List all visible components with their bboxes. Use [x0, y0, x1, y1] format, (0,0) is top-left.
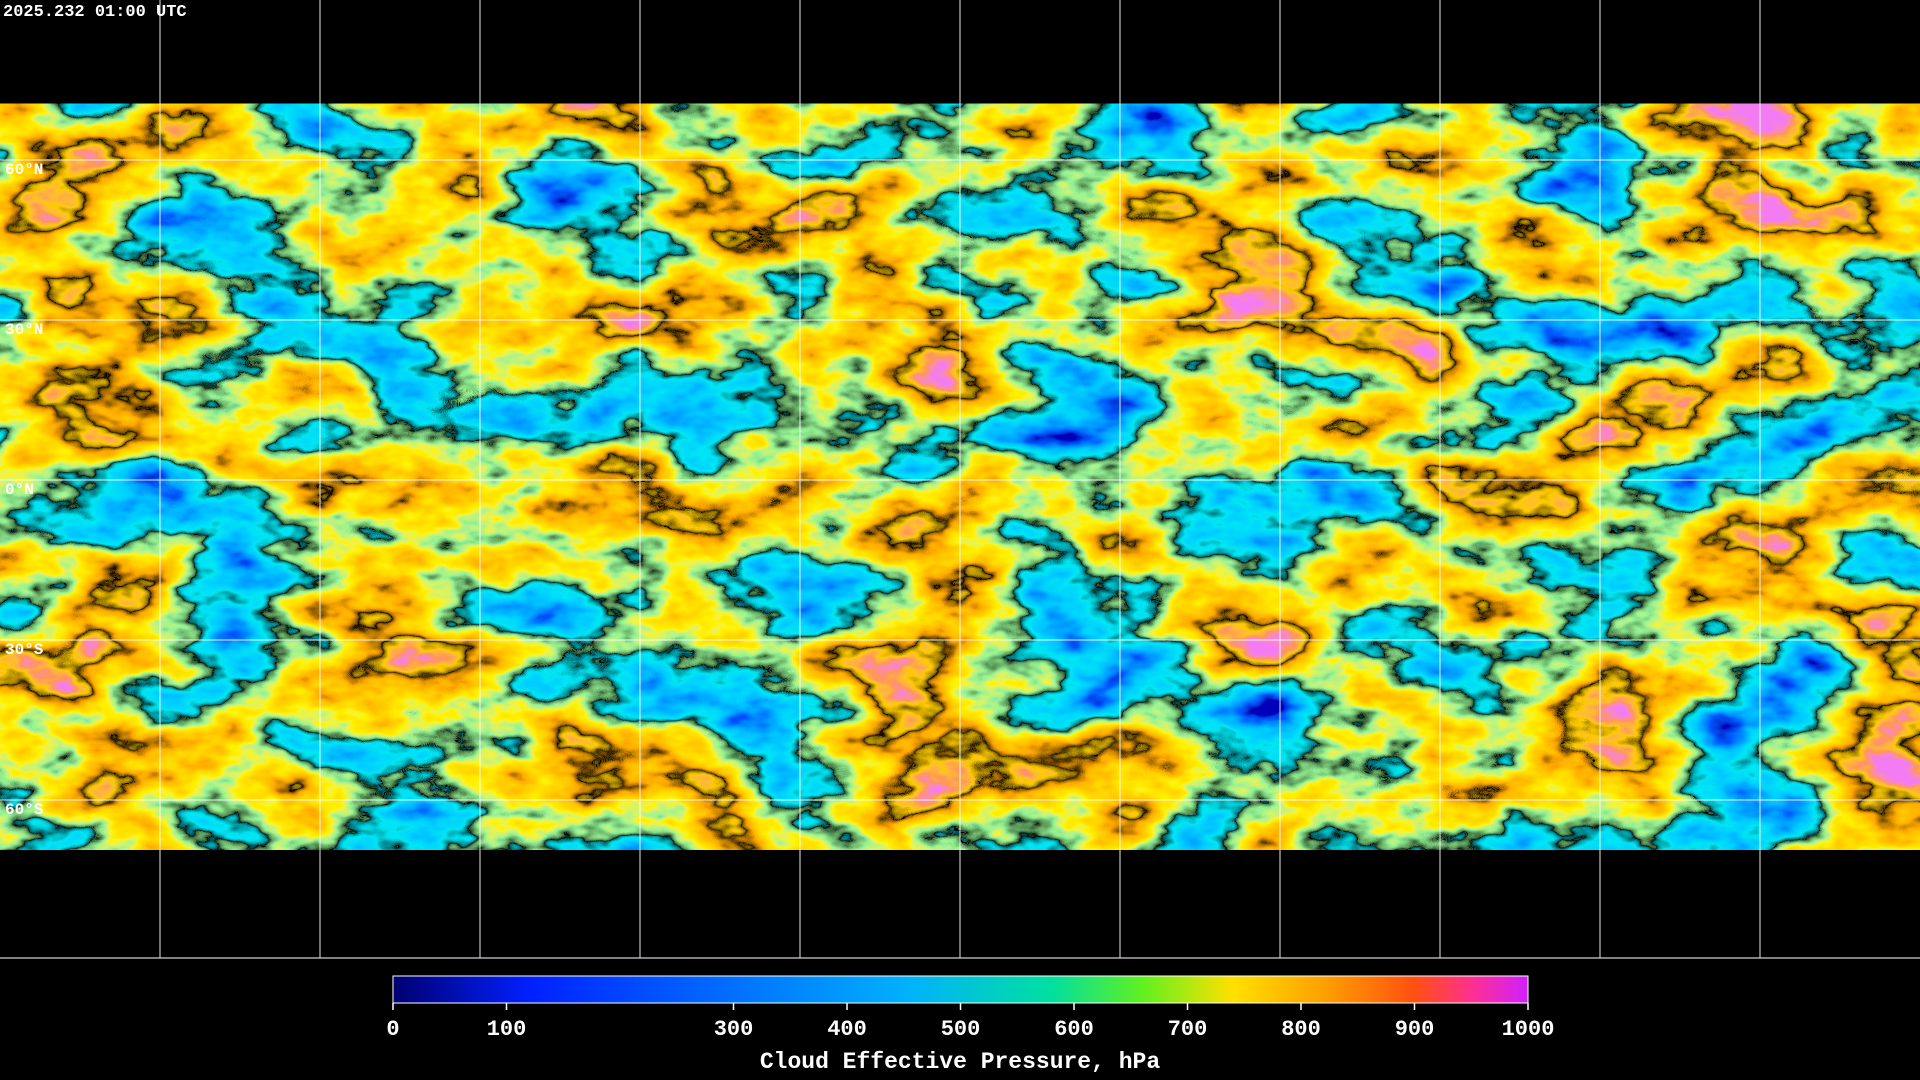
latitude-label: 60°S: [5, 801, 44, 819]
colorbar-tick-label: 0: [386, 1017, 399, 1042]
latitude-label: 60°N: [5, 161, 43, 179]
colorbar-tick-label: 500: [941, 1017, 981, 1042]
colorbar-tick-label: 300: [714, 1017, 754, 1042]
colorbar-tick-label: 700: [1168, 1017, 1208, 1042]
timestamp: 2025.232 01:00 UTC: [3, 3, 187, 22]
colorbar-tick-label: 100: [487, 1017, 527, 1042]
colorbar-tick-label: 1000: [1502, 1017, 1555, 1042]
colorbar-ramp: [392, 975, 1529, 1004]
colorbar-title: Cloud Effective Pressure, hPa: [760, 1049, 1160, 1075]
colorbar-tick-label: 600: [1054, 1017, 1094, 1042]
graticule: 60°N 30°N 0°N 30°S 60°S: [0, 0, 1920, 959]
colorbar-tick-label: 800: [1281, 1017, 1321, 1042]
colorbar: Cloud Effective Pressure, hPa 0 100 300 400…: [386, 975, 1555, 1075]
latitude-label: 0°N: [5, 481, 34, 499]
latitude-label: 30°N: [5, 321, 43, 339]
colorbar-tick-label: 400: [827, 1017, 867, 1042]
latitude-label: 30°S: [5, 641, 44, 659]
colorbar-tick-label: 900: [1395, 1017, 1435, 1042]
